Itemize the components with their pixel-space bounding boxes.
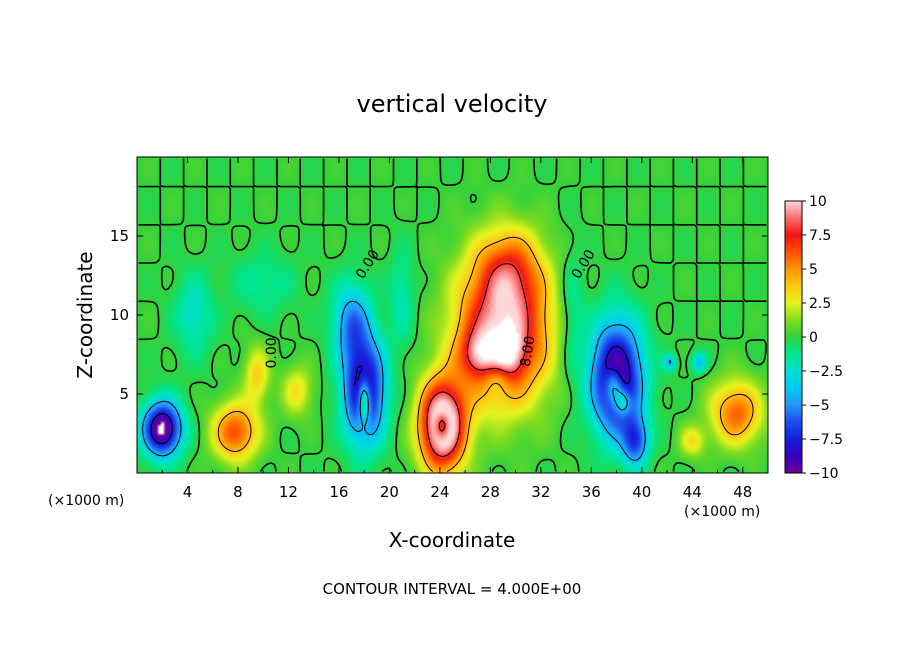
x-tick-label: 24 bbox=[430, 483, 449, 501]
x-tick-label: 40 bbox=[632, 483, 651, 501]
x-tick-label: 12 bbox=[279, 483, 298, 501]
colorbar-tick-label: 10 bbox=[809, 194, 827, 210]
x-axis-ticks: 4 8 12 16 20 24 28 32 36 40 44 48 bbox=[161, 157, 752, 501]
contour-zero bbox=[138, 158, 767, 473]
contour-label-3: 8.00 bbox=[518, 335, 539, 368]
y-tick-label: 15 bbox=[110, 227, 129, 245]
y-axis-ticks: 5 10 15 bbox=[110, 227, 768, 403]
colorbar: 10 7.5 5 2.5 0 −2.5 −5 −7.5 −10 bbox=[784, 194, 843, 482]
y-tick-label: 5 bbox=[119, 385, 129, 403]
contour-negative-8 bbox=[150, 345, 631, 445]
colorbar-tick-label: −2.5 bbox=[809, 364, 843, 380]
x-unit-right: (×1000 m) bbox=[684, 504, 760, 520]
colorbar-tick-label: −10 bbox=[809, 466, 839, 482]
colorbar-gradient bbox=[785, 201, 802, 473]
colorbar-tick-label: 7.5 bbox=[809, 228, 831, 244]
x-tick-label: 48 bbox=[733, 483, 752, 501]
contour-lines bbox=[138, 158, 767, 473]
contour-interval-note: CONTOUR INTERVAL = 4.000E+00 bbox=[323, 580, 582, 598]
colorbar-tick-label: −7.5 bbox=[809, 432, 843, 448]
plot-area: 0.00 0.000.00 8.00 bbox=[136, 156, 769, 474]
x-tick-label: 4 bbox=[183, 483, 193, 501]
x-tick-label: 28 bbox=[481, 483, 500, 501]
contour-positive-4 bbox=[217, 236, 754, 472]
y-tick-label: 10 bbox=[110, 306, 129, 324]
contour-label-2: 0.00 bbox=[264, 337, 280, 368]
heatmap-field bbox=[137, 157, 768, 473]
x-tick-label: 16 bbox=[329, 483, 348, 501]
colorbar-tick-label: 2.5 bbox=[809, 296, 831, 312]
contour-negative-4 bbox=[142, 300, 672, 461]
colorbar-tick-label: 0 bbox=[809, 330, 818, 346]
x-tick-label: 36 bbox=[582, 483, 601, 501]
colorbar-tick-label: −5 bbox=[809, 398, 830, 414]
colorbar-tick-label: 5 bbox=[809, 262, 818, 278]
colorbar-ticks: 10 7.5 5 2.5 0 −2.5 −5 −7.5 −10 bbox=[802, 194, 843, 482]
x-tick-label: 32 bbox=[531, 483, 550, 501]
x-axis-label: X-coordinate bbox=[389, 528, 516, 552]
x-tick-label: 44 bbox=[683, 483, 702, 501]
x-tick-label: 20 bbox=[380, 483, 399, 501]
x-unit-left: (×1000 m) bbox=[48, 493, 124, 509]
contour-positive-8 bbox=[426, 263, 529, 457]
y-axis-label: Z-coordinate bbox=[73, 251, 97, 378]
x-tick-label: 8 bbox=[233, 483, 243, 501]
chart-title: vertical velocity bbox=[357, 90, 548, 118]
